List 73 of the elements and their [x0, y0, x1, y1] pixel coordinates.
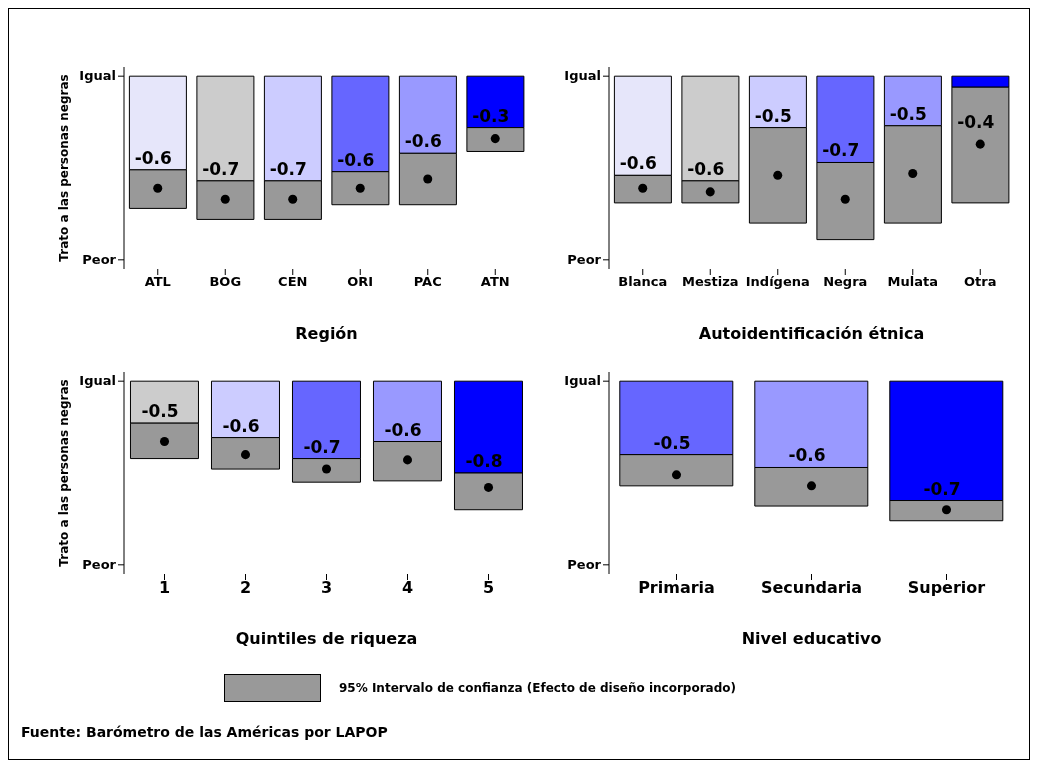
text: Peor: [567, 251, 602, 267]
text: Peor: [82, 251, 117, 267]
x-tick-label: Mestiza: [681, 274, 739, 290]
x-tick-label: Indígena: [745, 274, 810, 290]
y-axis-title: Trato a las personas negras: [57, 74, 72, 262]
x-axis-title: Autoidentificación étnica: [698, 324, 925, 343]
point: [705, 187, 715, 197]
x-tick-label: 5: [482, 578, 495, 598]
point: [638, 183, 648, 193]
point: [288, 194, 298, 204]
point: [908, 169, 918, 179]
x-tick-label: BOG: [209, 274, 242, 290]
x-tick-label: CEN: [278, 274, 308, 290]
text: Igual: [79, 68, 116, 84]
data-label: -0.3: [472, 105, 510, 126]
data-label: -0.6: [788, 445, 826, 466]
x-axis-title: Quintiles de riqueza: [235, 629, 418, 648]
x-tick-label: ATL: [144, 274, 171, 290]
data-label: -0.6: [619, 153, 657, 174]
point: [423, 174, 433, 184]
x-tick-label: ORI: [347, 274, 374, 290]
data-label: -0.5: [141, 401, 179, 422]
data-label: -0.7: [303, 436, 341, 457]
data-label: -0.6: [222, 415, 260, 436]
data-label: -0.6: [384, 419, 422, 440]
data-label: -0.5: [889, 103, 927, 124]
text: Peor: [82, 556, 117, 572]
x-tick-label: Blanca: [618, 274, 668, 290]
data-label: -0.7: [269, 158, 307, 179]
data-label: -0.6: [404, 131, 442, 152]
x-tick-label: Otra: [964, 274, 997, 290]
point: [490, 134, 500, 144]
point: [321, 464, 332, 474]
point: [975, 139, 985, 149]
point: [483, 482, 494, 492]
x-tick-label: PAC: [413, 274, 442, 290]
point: [402, 455, 413, 465]
source-note: Fuente: Barómetro de las Américas por LAPOP: [21, 724, 388, 740]
x-tick-label: ATN: [480, 274, 510, 290]
data-label: -0.5: [653, 432, 691, 453]
x-axis-title: Región: [295, 324, 358, 343]
point: [773, 170, 783, 180]
x-tick-label: 2: [239, 578, 252, 598]
data-label: -0.4: [957, 111, 995, 132]
point: [355, 183, 365, 193]
x-axis-title: Nivel educativo: [741, 629, 882, 648]
x-tick-label: Secundaria: [760, 578, 863, 598]
data-label: -0.6: [687, 158, 725, 179]
x-tick-label: Superior: [907, 578, 986, 598]
x-tick-label: Negra: [823, 274, 868, 290]
x-tick-label: Primaria: [638, 578, 715, 598]
point: [159, 437, 170, 447]
point: [840, 194, 850, 204]
x-tick-label: 3: [320, 578, 333, 598]
point: [153, 183, 163, 193]
text: Igual: [564, 373, 601, 389]
data-label: -0.6: [134, 147, 172, 168]
x-tick-label: Mulata: [887, 274, 938, 290]
y-axis-title: Trato a las personas negras: [57, 379, 72, 567]
data-label: -0.5: [754, 105, 792, 126]
point: [240, 450, 251, 460]
data-label: -0.7: [202, 158, 240, 179]
text: Igual: [79, 373, 116, 389]
data-label: -0.7: [923, 478, 961, 499]
data-label: -0.7: [822, 140, 860, 161]
point: [220, 194, 230, 204]
x-tick-label: 4: [401, 578, 414, 598]
x-tick-label: 1: [158, 578, 171, 598]
data-label: -0.8: [465, 451, 503, 471]
text: Igual: [564, 68, 601, 84]
text: Peor: [567, 556, 602, 572]
data-label: -0.6: [337, 149, 375, 170]
text: 95% Intervalo de confianza (Efecto de diseño incorporado): [339, 681, 737, 695]
